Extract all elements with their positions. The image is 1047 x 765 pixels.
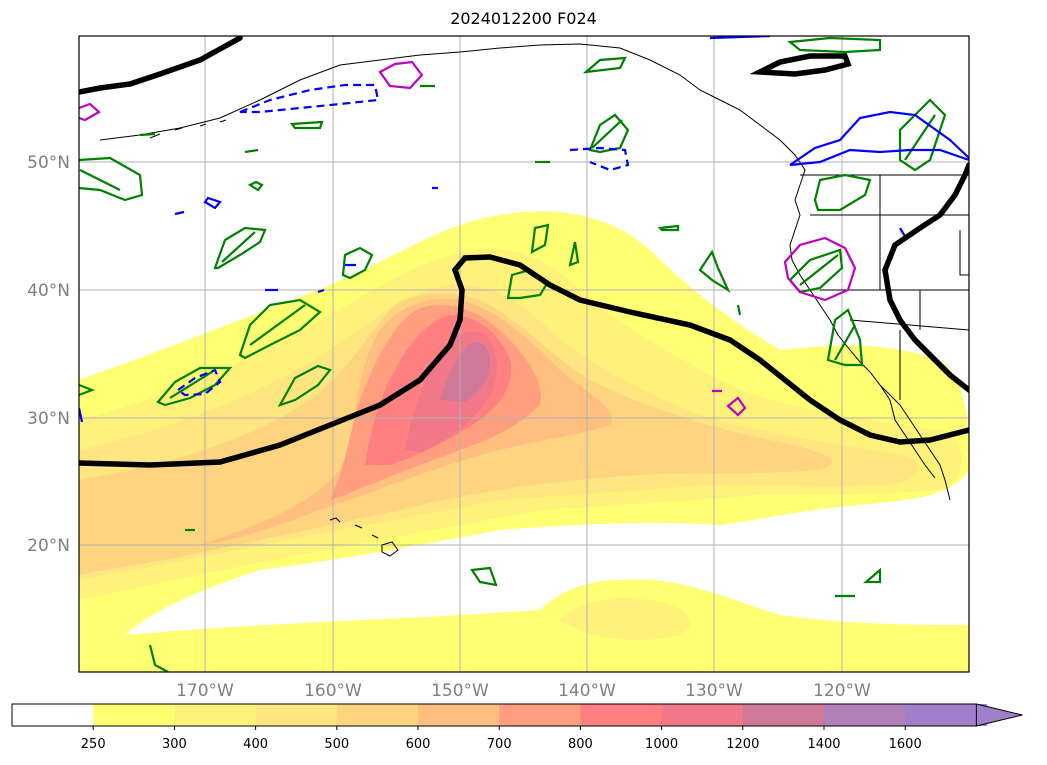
colorbar-label: 250 bbox=[81, 737, 106, 752]
colorbar-segment bbox=[255, 704, 338, 726]
colorbar-label: 700 bbox=[487, 737, 512, 752]
colorbar-segment bbox=[418, 704, 500, 726]
lon-labels: 170°W 160°W 150°W 140°W 130°W 120°W bbox=[176, 681, 871, 701]
colorbar-label: 600 bbox=[406, 737, 431, 752]
colorbar-segment bbox=[824, 704, 906, 726]
blue-dashed-contours bbox=[176, 83, 630, 397]
colorbar-segment bbox=[336, 704, 419, 726]
map-frame bbox=[78, 35, 970, 673]
lon-label-130w: 130°W bbox=[685, 681, 743, 701]
colorbar-label: 1600 bbox=[889, 737, 922, 752]
map-title: 2024012200 F024 bbox=[450, 9, 597, 28]
baja bbox=[879, 384, 936, 479]
blue-contours bbox=[79, 36, 969, 423]
graticule bbox=[79, 36, 969, 672]
thick-contours bbox=[79, 36, 969, 468]
lon-label-160w: 160°W bbox=[304, 681, 362, 701]
lat-label-20n: 20°N bbox=[27, 536, 70, 556]
coastlines bbox=[99, 43, 969, 557]
colorbar-segment bbox=[12, 704, 94, 726]
state-borders bbox=[800, 174, 969, 400]
ivt-250-south bbox=[79, 579, 969, 672]
lon-label-120w: 120°W bbox=[813, 681, 871, 701]
hawaii bbox=[329, 517, 399, 557]
colorbar-label: 500 bbox=[324, 737, 349, 752]
ivt-shading bbox=[79, 211, 969, 672]
colorbar-label: 400 bbox=[243, 737, 268, 752]
colorbar-segment bbox=[174, 704, 257, 726]
colorbar-label: 1400 bbox=[807, 737, 840, 752]
colorbar-segment bbox=[661, 704, 744, 726]
lat-label-40n: 40°N bbox=[27, 281, 70, 301]
colorbar-segment bbox=[499, 704, 581, 726]
lat-label-30n: 30°N bbox=[27, 409, 70, 429]
aleutians bbox=[149, 119, 227, 139]
lon-label-140w: 140°W bbox=[558, 681, 616, 701]
ivt-300-south bbox=[560, 598, 690, 640]
colorbar-extend-arrow bbox=[975, 703, 1023, 727]
colorbar-outline bbox=[11, 703, 977, 727]
lat-label-50n: 50°N bbox=[27, 153, 70, 173]
colorbar-label: 300 bbox=[162, 737, 187, 752]
colorbar-label: 800 bbox=[568, 737, 593, 752]
colorbar-label: 1200 bbox=[726, 737, 759, 752]
colorbar-segment bbox=[742, 704, 825, 726]
alaska-coast bbox=[99, 43, 806, 201]
colorbar-label: 1000 bbox=[645, 737, 678, 752]
lat-labels: 50°N 40°N 30°N 20°N bbox=[27, 153, 70, 556]
colorbar-segment bbox=[580, 704, 663, 726]
colorbar-segment bbox=[93, 704, 175, 726]
ivt-1200 bbox=[440, 342, 490, 402]
colorbar: 250 300 400 500 600 700 800 1000 1200 1400 1600 bbox=[11, 703, 1023, 752]
lon-label-170w: 170°W bbox=[176, 681, 234, 701]
colorbar-segment bbox=[905, 704, 987, 726]
lon-label-150w: 150°W bbox=[431, 681, 489, 701]
magenta-contours bbox=[79, 60, 857, 417]
